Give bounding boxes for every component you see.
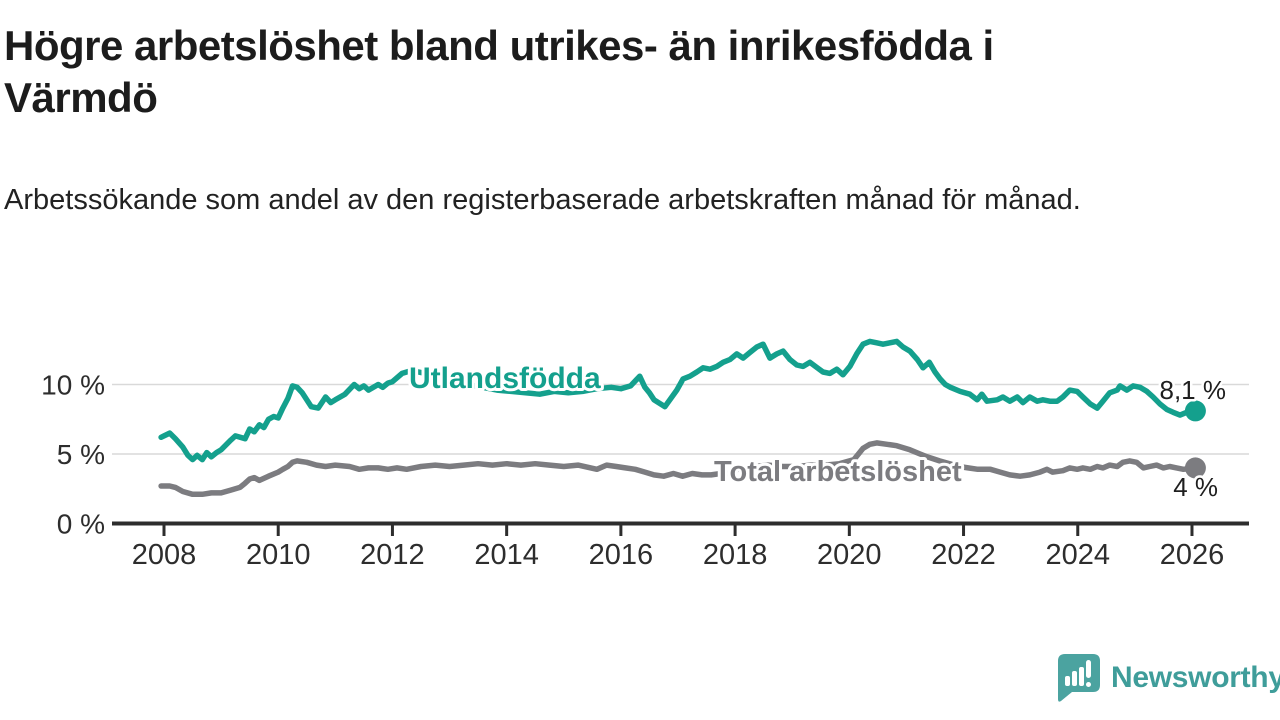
end-value-label-utlandsfodda: 8,1 % [1160,375,1227,405]
x-tick-label: 2024 [1046,539,1111,571]
newsworthy-logo-icon [1058,654,1100,702]
x-tick-label: 2026 [1160,539,1225,571]
bar-chart-glyph [1065,660,1091,687]
utlandsfodda-end-dot [1184,400,1206,422]
y-tick-label: 10 % [41,370,105,401]
chart-title: Högre arbetslöshet bland utrikes- än inr… [4,22,994,122]
x-tick-label: 2022 [931,539,996,571]
series-line-total [158,440,1199,498]
x-tick-label: 2010 [246,539,311,571]
x-axis [112,521,1249,536]
newsworthy-logo: Newsworthy [1056,652,1280,704]
axis-tick-labels: 0 % 5 % 10 % 2008 2010 2012 2014 2016 2018 2020 20… [41,370,1224,572]
y-tick-label: 5 % [57,439,105,470]
newsworthy-logo-text: Newsworthy [1111,661,1280,694]
x-tick-label: 2018 [703,539,768,571]
series-line-utlandsfodda [158,338,1199,463]
x-tick-label: 2014 [474,539,539,571]
x-tick-label: 2008 [132,539,197,571]
total-end-dot [1184,457,1206,479]
series-label-utlandsfodda: Utlandsfödda [409,362,601,395]
series-lines [158,338,1206,498]
x-tick-label: 2012 [360,539,425,571]
series-label-total: Total arbetslöshet [714,456,962,488]
y-tick-label: 0 % [57,509,105,540]
x-tick-label: 2020 [817,539,882,571]
x-tick-label: 2016 [589,539,654,571]
end-value-label-total: 4 % [1173,472,1218,502]
series-annotations: Utlandsfödda 8,1 % Total arbetslöshet 4 % [406,359,1229,505]
chart-header: Högre arbetslöshet bland utrikes- än inr… [0,0,1184,220]
chart-subtitle: Arbetssökande som andel av den registerb… [4,184,1081,217]
